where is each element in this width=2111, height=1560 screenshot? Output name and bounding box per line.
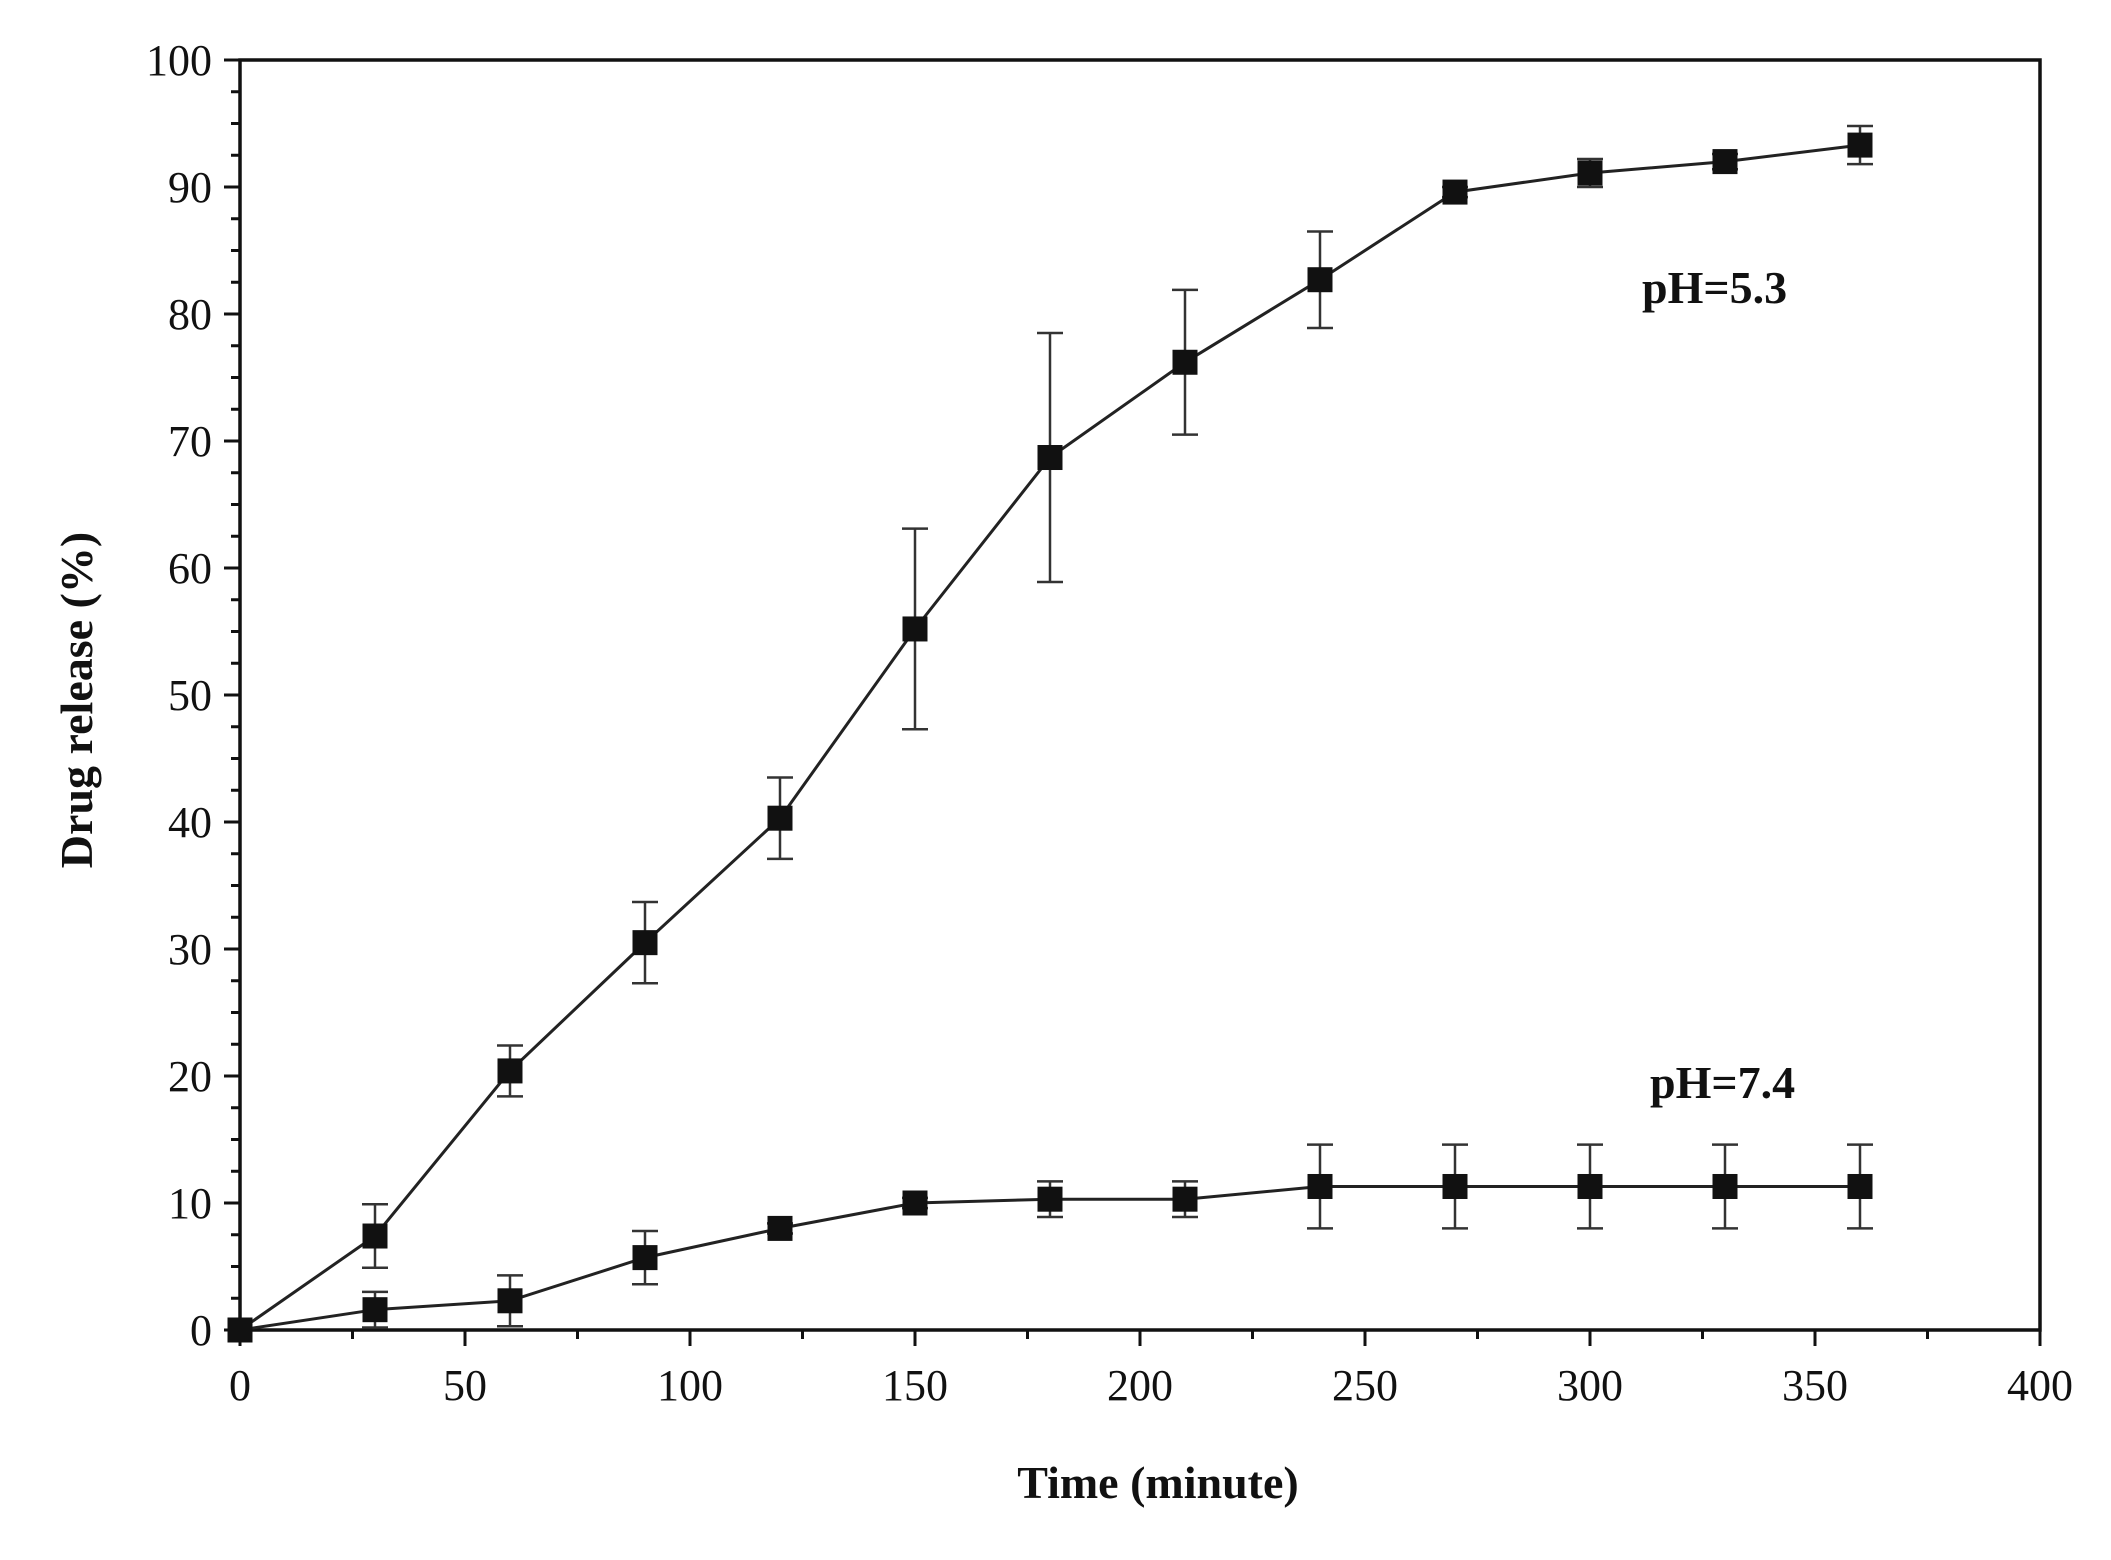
data-point: [632, 930, 658, 956]
data-point: [767, 805, 793, 831]
x-tick-label: 200: [1107, 1361, 1173, 1410]
x-tick-label: 150: [882, 1361, 948, 1410]
data-point: [1442, 1173, 1468, 1199]
y-tick-label: 40: [168, 798, 212, 847]
data-point: [1442, 179, 1468, 205]
y-tick-label: 90: [168, 163, 212, 212]
data-point: [767, 1215, 793, 1241]
data-point: [902, 616, 928, 642]
plot-frame: [238, 58, 2042, 1332]
y-tick-label: 10: [168, 1179, 212, 1228]
data-point: [902, 1190, 928, 1216]
data-point: [227, 1317, 253, 1343]
x-tick-label: 300: [1557, 1361, 1623, 1410]
y-tick-label: 70: [168, 417, 212, 466]
series-2: [227, 1143, 1873, 1343]
data-point: [1307, 267, 1333, 293]
series-label-ph74: pH=7.4: [1650, 1057, 1795, 1108]
series-1: [227, 124, 1873, 1343]
x-tick-label: 100: [657, 1361, 723, 1410]
data-point: [1172, 349, 1198, 375]
data-point: [497, 1058, 523, 1084]
data-point: [1847, 1173, 1873, 1199]
labels: Time (minute) Drug release (%) pH=5.3 pH…: [51, 262, 1795, 1508]
data-point: [1712, 149, 1738, 175]
x-axis-title: Time (minute): [1017, 1457, 1299, 1508]
data-point: [1847, 132, 1873, 158]
y-tick-label: 30: [168, 925, 212, 974]
x-tick-label: 350: [1782, 1361, 1848, 1410]
data-point: [632, 1245, 658, 1271]
x-tick-label: 250: [1332, 1361, 1398, 1410]
y-axis-title: Drug release (%): [51, 532, 102, 868]
y-tick-label: 100: [146, 36, 212, 85]
data-point: [1037, 445, 1063, 471]
data-point: [1307, 1173, 1333, 1199]
data-point: [497, 1288, 523, 1314]
data-point: [1037, 1186, 1063, 1212]
data-point: [1712, 1173, 1738, 1199]
y-tick-label: 50: [168, 671, 212, 720]
series-label-ph53: pH=5.3: [1642, 262, 1787, 313]
y-tick-label: 80: [168, 290, 212, 339]
y-tick-label: 60: [168, 544, 212, 593]
series-line: [239, 143, 1861, 1332]
axes: 0 50 100 150 200 250 300 350 400 0 10 20 30 40 50 60 70 8…: [146, 36, 2073, 1410]
x-tick-label: 50: [443, 1361, 487, 1410]
data-point: [1577, 1173, 1603, 1199]
y-tick-label: 0: [190, 1306, 212, 1355]
y-tick-label: 20: [168, 1052, 212, 1101]
series-layer: [227, 124, 1873, 1343]
data-point: [362, 1297, 388, 1323]
data-point: [1172, 1186, 1198, 1212]
x-tick-label: 0: [229, 1361, 251, 1410]
data-point: [362, 1223, 388, 1249]
data-point: [1577, 160, 1603, 186]
x-tick-label: 400: [2007, 1361, 2073, 1410]
